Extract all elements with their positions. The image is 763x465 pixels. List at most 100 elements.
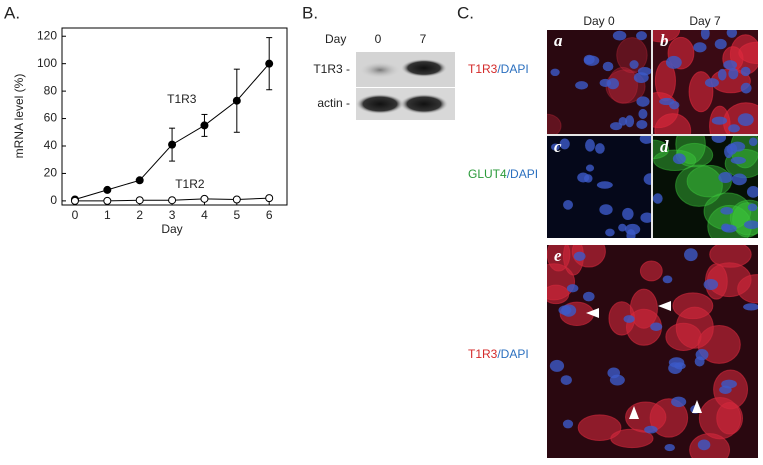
band: [356, 94, 404, 114]
micrographs: a b c d e: [547, 30, 758, 458]
nucleus: [551, 143, 560, 151]
micrograph: [653, 136, 758, 238]
row-label: actin -: [317, 96, 350, 110]
image-label: c: [554, 137, 562, 156]
nucleus: [650, 322, 663, 331]
nucleus: [636, 96, 650, 107]
data-point: [135, 196, 144, 205]
image-label: b: [660, 31, 669, 50]
nucleus: [595, 143, 605, 154]
cell: [675, 164, 723, 207]
y-tick-label: 60: [44, 111, 58, 125]
nucleus: [636, 119, 648, 129]
nucleus: [618, 116, 628, 126]
counterstain: /DAPI: [497, 347, 528, 361]
nucleus: [636, 31, 647, 41]
nucleus: [566, 284, 579, 293]
nucleus: [653, 193, 663, 204]
nucleus: [573, 251, 586, 261]
nucleus: [622, 207, 634, 220]
micrograph-content: [551, 136, 651, 238]
nucleus: [575, 81, 589, 90]
nucleus: [638, 108, 648, 120]
nucleus: [714, 38, 727, 50]
nucleus: [695, 349, 709, 361]
cell: [697, 325, 741, 364]
micrograph-content: [547, 30, 651, 134]
image-label: a: [554, 31, 563, 50]
cell: [639, 260, 663, 282]
nucleus: [740, 66, 751, 77]
nucleus: [629, 60, 639, 69]
arrowhead: [586, 308, 599, 318]
nucleus: [729, 141, 746, 152]
nucleus: [599, 204, 613, 216]
nucleus: [664, 443, 675, 452]
data-point: [103, 196, 112, 205]
data-point: [232, 96, 241, 105]
nucleus: [643, 173, 651, 185]
panel-label: A.: [4, 3, 20, 22]
nucleus: [558, 305, 572, 315]
nucleus: [583, 291, 595, 302]
cell: [577, 414, 622, 441]
data-point: [265, 194, 274, 203]
y-tick-label: 120: [37, 28, 57, 42]
day-label: Day: [325, 32, 346, 46]
column-label: Day 7: [689, 14, 721, 28]
cell: [716, 402, 744, 435]
nucleus: [728, 67, 739, 80]
micrograph: [547, 30, 651, 134]
nucleus: [618, 223, 627, 232]
nucleus: [672, 153, 686, 165]
nucleus: [560, 375, 572, 385]
nucleus: [703, 278, 719, 291]
nucleus: [640, 212, 651, 223]
cell: [672, 292, 714, 320]
nucleus: [549, 359, 565, 372]
arrowhead: [629, 406, 639, 419]
nucleus: [723, 60, 738, 70]
x-tick-label: 2: [136, 208, 143, 222]
nucleus: [721, 379, 737, 389]
cell: [653, 139, 670, 160]
data-point: [232, 195, 241, 204]
cell: [653, 30, 681, 43]
nucleus: [644, 425, 658, 434]
stain-label: T1R3/DAPI: [468, 62, 529, 76]
nucleus: [704, 78, 719, 88]
band: [400, 94, 448, 114]
nucleus: [711, 136, 727, 143]
panel-label: B.: [302, 3, 318, 22]
cell: [688, 71, 714, 113]
nucleus: [625, 115, 635, 128]
data-point: [200, 194, 209, 203]
nucleus: [562, 419, 574, 429]
nucleus: [671, 396, 687, 408]
nucleus: [609, 374, 625, 386]
nucleus: [596, 181, 613, 189]
nucleus: [639, 136, 651, 144]
nucleus: [700, 30, 710, 40]
column-label: Day 0: [583, 14, 615, 28]
nucleus: [585, 139, 595, 152]
stain-label: GLUT4/DAPI: [468, 167, 538, 181]
nucleus: [559, 138, 570, 150]
series-label: T1R2: [175, 177, 205, 191]
nucleus: [583, 54, 595, 65]
y-tick-label: 40: [44, 138, 58, 152]
lane-label: 0: [375, 32, 382, 46]
cell: [547, 284, 570, 305]
nucleus: [693, 42, 707, 53]
micrograph-content: [653, 30, 758, 134]
x-tick-label: 5: [233, 208, 240, 222]
data-point: [103, 185, 112, 194]
panel-label: C.: [457, 3, 474, 22]
nucleus: [728, 124, 740, 133]
nucleus: [746, 186, 758, 198]
stain-label: T1R3/DAPI: [468, 347, 529, 361]
nucleus: [711, 116, 728, 125]
nucleus: [721, 224, 737, 233]
image-label: e: [554, 246, 562, 265]
